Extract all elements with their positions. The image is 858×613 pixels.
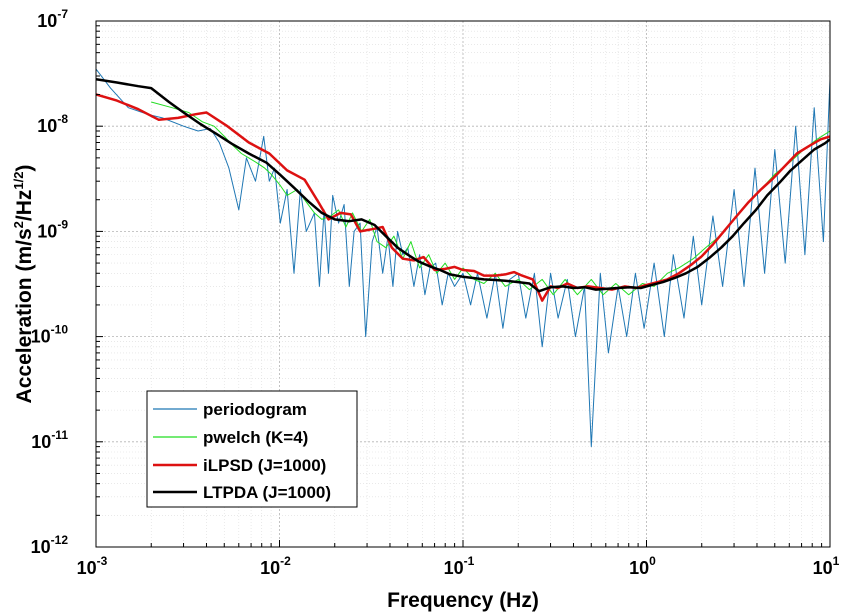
x-tick-label-base: 10 — [260, 558, 280, 578]
legend-box — [146, 390, 358, 508]
x-tick-label-exponent: -1 — [464, 554, 475, 568]
x-tick-labels: 10-3 10-2 10-1 100 101 — [77, 554, 840, 578]
x-tick-label-base: 10 — [629, 558, 649, 578]
y-tick-label-exponent: -8 — [57, 112, 68, 126]
y-tick-label-base: 10 — [31, 537, 51, 557]
y-tick-label-base: 10 — [37, 221, 57, 241]
x-tick-label-exponent: -3 — [97, 554, 108, 568]
y-axis-title-part-b: /Hz — [13, 190, 36, 222]
y-tick-label-exponent: -10 — [51, 323, 69, 337]
ticks — [95, 20, 831, 548]
x-tick-label-exponent: -2 — [280, 554, 291, 568]
y-tick-label-base: 10 — [37, 116, 57, 136]
ltpda-line — [96, 77, 830, 293]
y-tick-label-exponent: -11 — [51, 428, 68, 442]
y-tick-label: 10-8 — [37, 112, 68, 136]
y-axis-title-part-c: ) — [13, 165, 36, 172]
y-axis-title-sup-a: 2 — [11, 221, 26, 228]
y-tick-label-exponent: -12 — [51, 533, 69, 547]
y-tick-label-base: 10 — [31, 327, 51, 347]
y-axis-title: Acceleration (m/s2/Hz1/2) — [11, 165, 36, 404]
y-tick-label-exponent: -7 — [57, 7, 68, 21]
legend-label-ilpsd: iLPSD (J=1000) — [203, 456, 326, 475]
x-axis-title: Frequency (Hz) — [387, 589, 539, 612]
y-tick-label: 10-9 — [37, 217, 68, 241]
y-axis-title-sup-b: 1/2 — [11, 172, 26, 190]
x-tick-label: 101 — [813, 554, 840, 578]
x-tick-label-exponent: 1 — [833, 554, 840, 568]
y-tick-label-base: 10 — [31, 432, 51, 452]
series-layer — [96, 68, 830, 448]
legend-label-ltpda: LTPDA (J=1000) — [203, 483, 331, 502]
x-tick-label: 10-1 — [444, 554, 475, 578]
y-tick-label: 10-7 — [37, 7, 68, 31]
legend: periodogram pwelch (K=4) iLPSD (J=1000) … — [146, 390, 358, 508]
legend-label-periodogram: periodogram — [203, 400, 307, 419]
x-tick-label-base: 10 — [813, 558, 833, 578]
y-tick-label: 10-12 — [31, 533, 69, 557]
x-tick-label: 10-2 — [260, 554, 291, 578]
y-tick-label-exponent: -9 — [57, 217, 68, 231]
x-tick-label: 100 — [629, 554, 656, 578]
ilpsd-line — [96, 93, 830, 302]
y-axis-title-part-a: Acceleration (m/s — [13, 228, 36, 403]
y-tick-label: 10-10 — [31, 323, 69, 347]
x-tick-label: 10-3 — [77, 554, 108, 578]
y-tick-label-base: 10 — [37, 11, 57, 31]
y-tick-label: 10-11 — [31, 428, 68, 452]
legend-label-pwelch: pwelch (K=4) — [203, 428, 308, 447]
x-tick-label-exponent: 0 — [649, 554, 656, 568]
x-tick-label-base: 10 — [77, 558, 97, 578]
x-tick-label-base: 10 — [444, 558, 464, 578]
